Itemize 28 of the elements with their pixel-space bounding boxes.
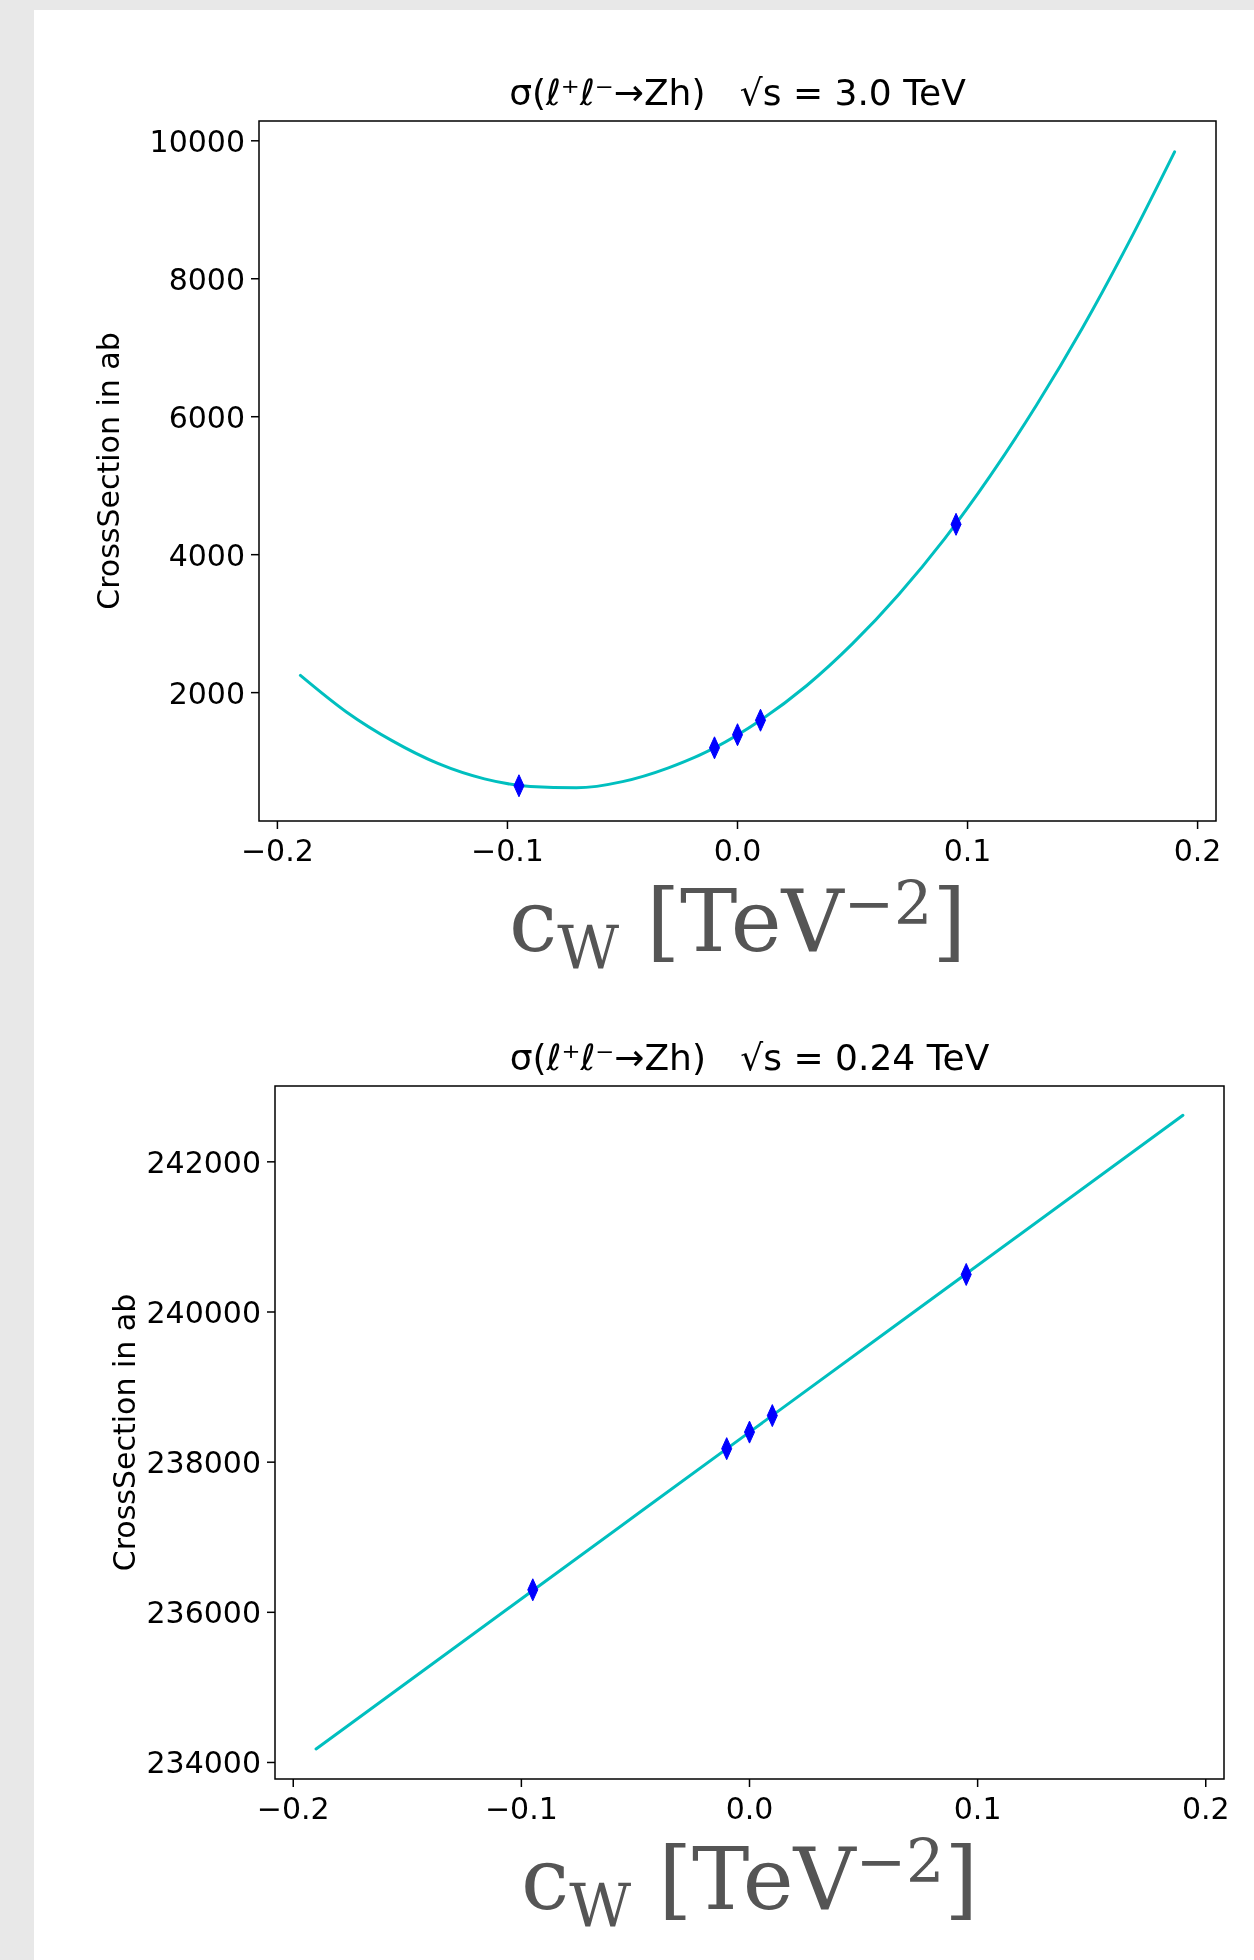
y-tick-label: 238000 xyxy=(146,1445,261,1481)
y-tick-label: 2000 xyxy=(168,675,245,711)
y-tick-label: 240000 xyxy=(146,1294,261,1330)
y-tick-label: 234000 xyxy=(146,1745,261,1781)
x-tick-label: 0.2 xyxy=(1181,1791,1230,1826)
x-tick-label: −0.1 xyxy=(484,1791,558,1826)
x-tick-label: 0.2 xyxy=(1173,833,1222,868)
x-tick-label: −0.1 xyxy=(471,833,544,868)
chart-title: σ(ℓ⁺ℓ⁻→Zh) √s = 3.0 TeV xyxy=(509,72,967,113)
y-tick-label: 10000 xyxy=(149,123,245,159)
chart-title: σ(ℓ⁺ℓ⁻→Zh) √s = 0.24 TeV xyxy=(509,1037,990,1078)
y-axis-title: CrossSection in ab xyxy=(91,332,126,610)
line-series xyxy=(298,150,1177,790)
x-tick-label: −0.2 xyxy=(256,1791,330,1826)
x-axis-title: c$_{W}$ [TeV$^{−2}$] xyxy=(521,1826,978,1941)
x-tick-label: 0.0 xyxy=(713,833,762,868)
y-tick-label: 8000 xyxy=(168,261,245,297)
x-tick-label: 0.1 xyxy=(943,833,992,868)
y-tick-label: 242000 xyxy=(146,1144,261,1180)
x-axis-title: c$_{W}$ [TeV$^{−2}$] xyxy=(509,868,966,983)
x-tick-label: −0.2 xyxy=(240,833,314,868)
y-tick-label: 236000 xyxy=(146,1595,261,1631)
y-axis-title: CrossSection in ab xyxy=(107,1293,142,1572)
x-tick-label: 0.1 xyxy=(953,1791,1002,1826)
y-tick-label: 6000 xyxy=(168,399,245,435)
y-tick-label: 4000 xyxy=(168,537,245,573)
line-series xyxy=(314,1113,1185,1751)
x-tick-label: 0.0 xyxy=(725,1791,774,1826)
